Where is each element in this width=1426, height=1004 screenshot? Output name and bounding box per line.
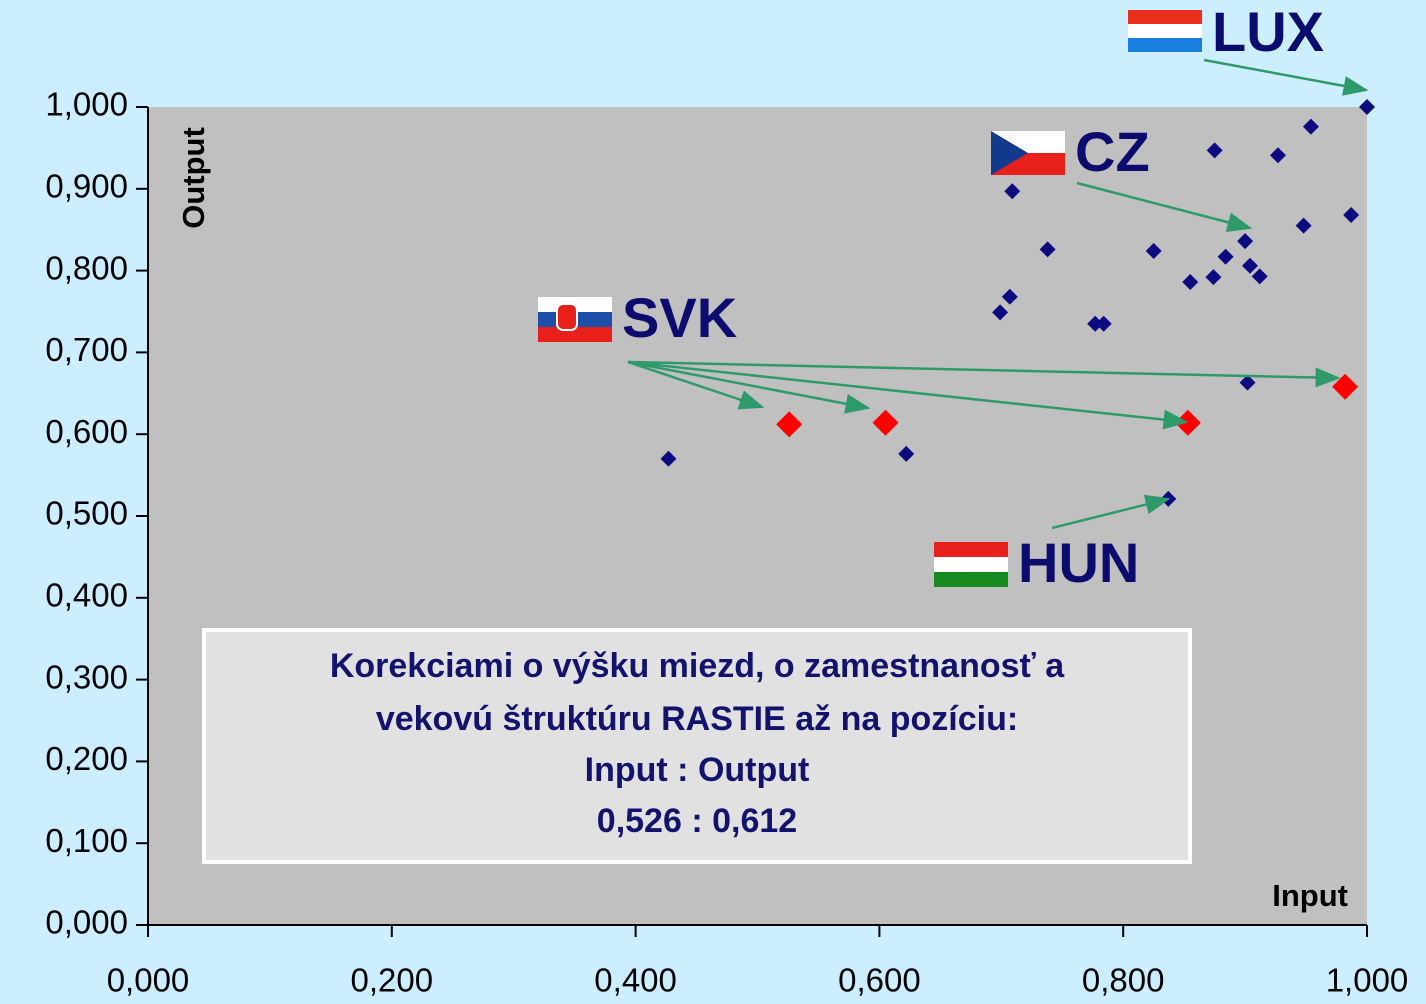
x-tick-label: 0,200 (351, 962, 434, 999)
point (1205, 269, 1222, 286)
y-tick-label: 0,200 (45, 740, 128, 777)
point (872, 409, 899, 436)
y-tick-label: 0,400 (45, 577, 128, 614)
y-tick-label: 0,500 (45, 495, 128, 532)
y-tick-label: 0,100 (45, 822, 128, 859)
flag-svk (538, 297, 612, 342)
point (1206, 142, 1223, 159)
x-tick-label: 0,600 (838, 962, 921, 999)
x-tick-label: 0,400 (594, 962, 677, 999)
y-tick-label: 0,800 (45, 249, 128, 286)
y-tick-label: 0,300 (45, 658, 128, 695)
y-axis-label: Output (176, 127, 211, 229)
point (1270, 147, 1287, 164)
x-tick-label: 0,000 (107, 962, 190, 999)
point (1295, 217, 1312, 234)
text-box-line: 0,526 : 0,612 (597, 802, 797, 840)
point (1239, 374, 1256, 391)
text-box-line: vekovú štruktúru RASTIE až na pozíciu: (376, 700, 1018, 738)
flag-lux (1128, 10, 1202, 52)
annotation: CZ (1075, 120, 1150, 183)
point (1217, 248, 1234, 265)
point (1087, 315, 1104, 332)
point (992, 304, 1009, 321)
arrows (627, 58, 1369, 530)
point (898, 445, 915, 462)
point (1145, 242, 1162, 259)
point (1095, 315, 1112, 332)
flag-cz (991, 131, 1065, 175)
y-tick-label: 0,600 (45, 413, 128, 450)
point (1039, 241, 1056, 258)
text-box-line: Korekciami o výšku miezd, o zamestnanosť… (330, 647, 1065, 685)
annotation: SVK (622, 286, 737, 349)
point (1001, 288, 1018, 305)
y-tick-label: 1,000 (45, 86, 128, 123)
point (1182, 274, 1199, 291)
y-tick-label: 0,700 (45, 331, 128, 368)
annotation: LUX (1212, 0, 1324, 63)
text-box-line: Input : Output (585, 751, 810, 789)
point (1241, 257, 1258, 274)
point (1302, 118, 1319, 135)
y-tick-label: 0,900 (45, 168, 128, 205)
point (1343, 206, 1360, 223)
flag-hun (934, 542, 1008, 587)
x-tick-label: 0,800 (1082, 962, 1165, 999)
point (776, 411, 803, 438)
point (1359, 99, 1375, 115)
point (660, 450, 677, 467)
point (1251, 268, 1268, 285)
annotation: HUN (1018, 531, 1139, 594)
text-box (202, 628, 1192, 864)
x-tick-label: 1,000 (1326, 962, 1409, 999)
y-tick-label: 0,000 (45, 904, 128, 941)
point (1004, 183, 1021, 200)
x-axis-label: Input (1272, 878, 1348, 913)
point (1237, 233, 1254, 250)
